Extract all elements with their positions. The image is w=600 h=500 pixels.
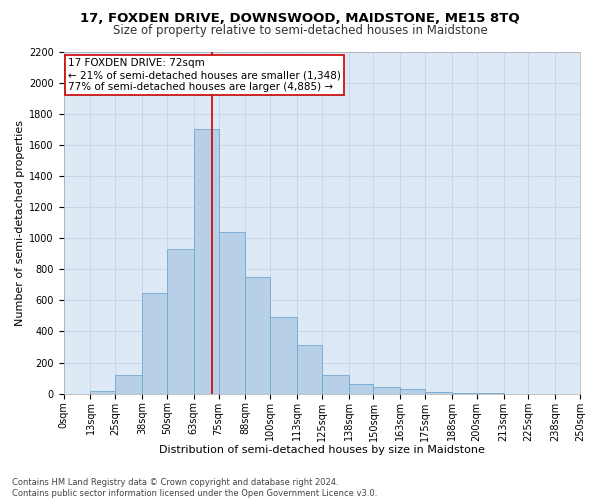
Bar: [115, 375, 142, 394]
Bar: [270, 318, 297, 394]
Y-axis label: Number of semi-detached properties: Number of semi-detached properties: [15, 120, 25, 326]
Bar: [167, 249, 194, 394]
Text: 17, FOXDEN DRIVE, DOWNSWOOD, MAIDSTONE, ME15 8TQ: 17, FOXDEN DRIVE, DOWNSWOOD, MAIDSTONE, …: [80, 12, 520, 26]
Bar: [91, 390, 115, 394]
Text: Contains HM Land Registry data © Crown copyright and database right 2024.
Contai: Contains HM Land Registry data © Crown c…: [12, 478, 377, 498]
Text: 17 FOXDEN DRIVE: 72sqm
← 21% of semi-detached houses are smaller (1,348)
77% of : 17 FOXDEN DRIVE: 72sqm ← 21% of semi-det…: [68, 58, 341, 92]
Bar: [142, 292, 167, 394]
Bar: [218, 232, 245, 394]
Bar: [425, 392, 452, 394]
Bar: [400, 389, 425, 394]
Bar: [194, 130, 218, 394]
Bar: [322, 375, 349, 394]
Text: Size of property relative to semi-detached houses in Maidstone: Size of property relative to semi-detach…: [113, 24, 487, 37]
X-axis label: Distribution of semi-detached houses by size in Maidstone: Distribution of semi-detached houses by …: [159, 445, 485, 455]
Bar: [452, 393, 477, 394]
Bar: [245, 277, 270, 394]
Bar: [349, 384, 373, 394]
Bar: [373, 388, 400, 394]
Bar: [297, 346, 322, 394]
